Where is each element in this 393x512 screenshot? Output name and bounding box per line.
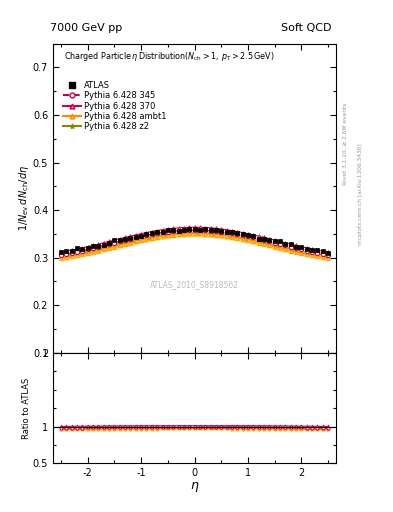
Y-axis label: $1/N_\mathregular{ev}\,dN_\mathregular{ch}/d\eta$: $1/N_\mathregular{ev}\,dN_\mathregular{c… bbox=[17, 165, 31, 231]
Text: Soft QCD: Soft QCD bbox=[281, 23, 332, 33]
Legend: ATLAS, Pythia 6.428 345, Pythia 6.428 370, Pythia 6.428 ambt1, Pythia 6.428 z2: ATLAS, Pythia 6.428 345, Pythia 6.428 37… bbox=[60, 79, 169, 134]
Y-axis label: Ratio to ATLAS: Ratio to ATLAS bbox=[22, 377, 31, 439]
Text: Rivet 3.1.10, ≥ 2.6M events: Rivet 3.1.10, ≥ 2.6M events bbox=[343, 102, 348, 184]
Text: Charged Particle$\,\eta\,$Distribution($N_\mathregular{ch}>1,\,p_\mathregular{T}: Charged Particle$\,\eta\,$Distribution($… bbox=[64, 50, 275, 62]
Text: 7000 GeV pp: 7000 GeV pp bbox=[50, 23, 123, 33]
Text: ATLAS_2010_S8918562: ATLAS_2010_S8918562 bbox=[150, 280, 239, 289]
X-axis label: $\eta$: $\eta$ bbox=[190, 480, 199, 494]
Text: mcplots.cern.ch [arXiv:1306.3436]: mcplots.cern.ch [arXiv:1306.3436] bbox=[358, 144, 363, 245]
